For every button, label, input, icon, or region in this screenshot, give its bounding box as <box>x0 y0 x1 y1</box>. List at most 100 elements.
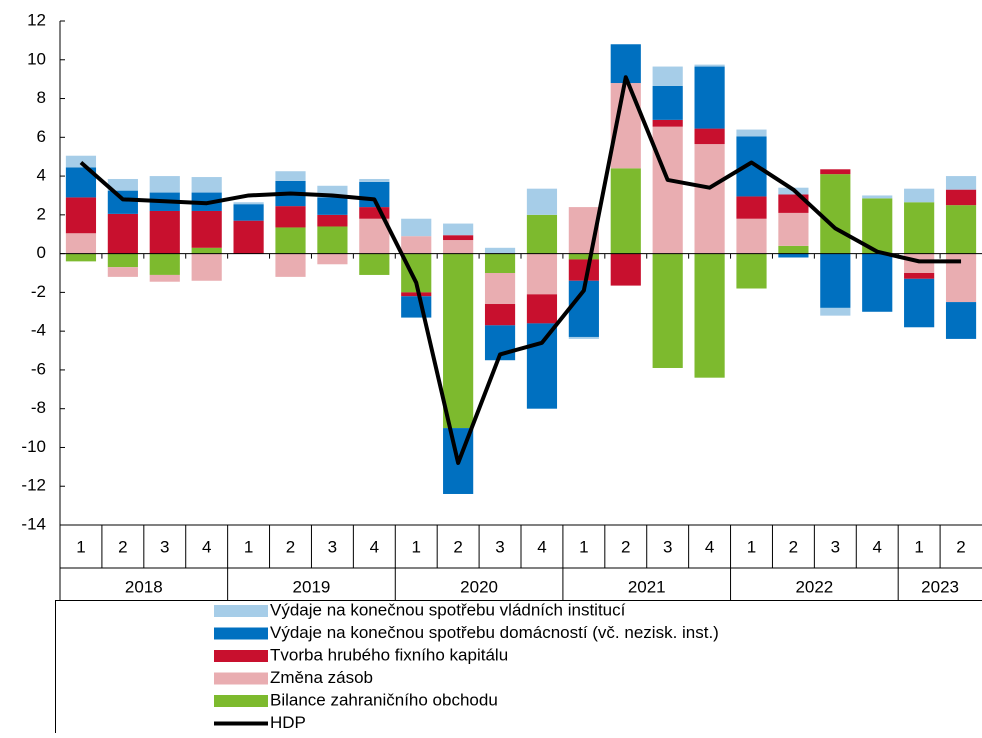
y-tick-label: -14 <box>21 514 46 533</box>
bar-segment <box>695 144 725 254</box>
bar-segment <box>820 169 850 174</box>
y-tick-label: -6 <box>31 359 46 378</box>
y-tick-label: -12 <box>21 476 46 495</box>
legend-label: Výdaje na konečnou spotřebu domácností (… <box>270 623 719 642</box>
legend-label: Změna zásob <box>270 668 373 687</box>
bar-segment <box>485 248 515 254</box>
x-tick-label: 2 <box>789 537 798 556</box>
bar-segment <box>401 296 431 317</box>
x-tick-label: 4 <box>537 537 546 556</box>
x-tick-label: 3 <box>160 537 169 556</box>
bar-segment <box>192 177 222 193</box>
bar-segment <box>443 254 473 428</box>
bar-segment <box>946 205 976 253</box>
x-tick-label: 1 <box>914 537 923 556</box>
bar-segment <box>695 65 725 67</box>
bar-segment <box>66 233 96 253</box>
x-tick-label: 1 <box>244 537 253 556</box>
bar-segment <box>234 221 264 254</box>
bar-segment <box>192 248 222 254</box>
bar-segment <box>275 206 305 227</box>
bar-segment <box>695 129 725 145</box>
bar-segment <box>108 191 138 214</box>
x-tick-label: 3 <box>831 537 840 556</box>
bar-segment <box>401 219 431 236</box>
legend-swatch <box>214 673 268 685</box>
bar-segment <box>611 254 641 286</box>
bar-segment <box>66 156 96 168</box>
bar-segment <box>443 235 473 240</box>
bar-segment <box>275 254 305 277</box>
bar-segment <box>108 254 138 268</box>
bar-segment <box>904 202 934 253</box>
bar-segment <box>946 176 976 190</box>
bar-segment <box>317 254 347 265</box>
bar-segment <box>569 337 599 339</box>
y-tick-label: -8 <box>31 398 46 417</box>
y-tick-label: 8 <box>37 88 46 107</box>
bar-segment <box>778 246 808 254</box>
bar-segment <box>234 202 264 204</box>
x-tick-label: 3 <box>495 537 504 556</box>
bar-segment <box>527 215 557 254</box>
x-tick-label: 1 <box>411 537 420 556</box>
bar-segment <box>527 323 557 408</box>
legend-swatch <box>214 650 268 662</box>
bar-segment <box>862 195 892 198</box>
y-tick-label: 10 <box>27 49 46 68</box>
bar-segment <box>527 294 557 323</box>
legend-label: Bilance zahraničního obchodu <box>270 690 498 709</box>
bar-segment <box>359 254 389 275</box>
y-tick-label: -10 <box>21 437 46 456</box>
bar-segment <box>569 254 599 260</box>
bar-segment <box>485 304 515 325</box>
bar-segment <box>108 267 138 277</box>
bar-segment <box>904 279 934 327</box>
bar-segment <box>778 254 808 258</box>
x-tick-label: 3 <box>663 537 672 556</box>
x-group-label: 2018 <box>125 577 163 596</box>
bar-segment <box>192 254 222 281</box>
bar-segment <box>317 215 347 227</box>
y-tick-label: 0 <box>37 243 46 262</box>
legend-swatch <box>214 605 268 617</box>
bar-segment <box>695 254 725 378</box>
bar-segment <box>401 236 431 253</box>
bar-segment <box>820 254 850 308</box>
x-tick-label: 4 <box>872 537 881 556</box>
legend-swatch <box>214 628 268 640</box>
bar-segment <box>527 254 557 295</box>
bar-segment <box>275 227 305 253</box>
bar-segment <box>150 275 180 282</box>
bar-segment <box>66 254 96 262</box>
bar-segment <box>820 308 850 316</box>
bar-segment <box>904 189 934 203</box>
x-tick-label: 1 <box>747 537 756 556</box>
x-tick-label: 3 <box>328 537 337 556</box>
x-group-label: 2023 <box>921 577 959 596</box>
bar-segment <box>150 211 180 254</box>
legend-box <box>56 601 982 734</box>
bar-segment <box>611 168 641 253</box>
x-group-label: 2021 <box>628 577 666 596</box>
bar-segment <box>192 211 222 248</box>
legend-label: Výdaje na konečnou spotřebu vládních ins… <box>270 600 626 619</box>
x-tick-label: 1 <box>579 537 588 556</box>
bar-segment <box>401 292 431 296</box>
bar-segment <box>108 214 138 254</box>
bar-segment <box>736 219 766 254</box>
x-tick-label: 2 <box>956 537 965 556</box>
bar-segment <box>234 204 264 220</box>
x-tick-label: 4 <box>202 537 211 556</box>
bar-segment <box>527 189 557 215</box>
y-tick-label: 4 <box>37 166 46 185</box>
bar-segment <box>736 130 766 137</box>
bar-segment <box>820 174 850 253</box>
bar-segment <box>904 273 934 279</box>
bar-segment <box>946 190 976 206</box>
x-tick-label: 4 <box>370 537 379 556</box>
bar-segment <box>653 127 683 254</box>
y-tick-label: 12 <box>27 10 46 29</box>
bar-segment <box>653 254 683 368</box>
